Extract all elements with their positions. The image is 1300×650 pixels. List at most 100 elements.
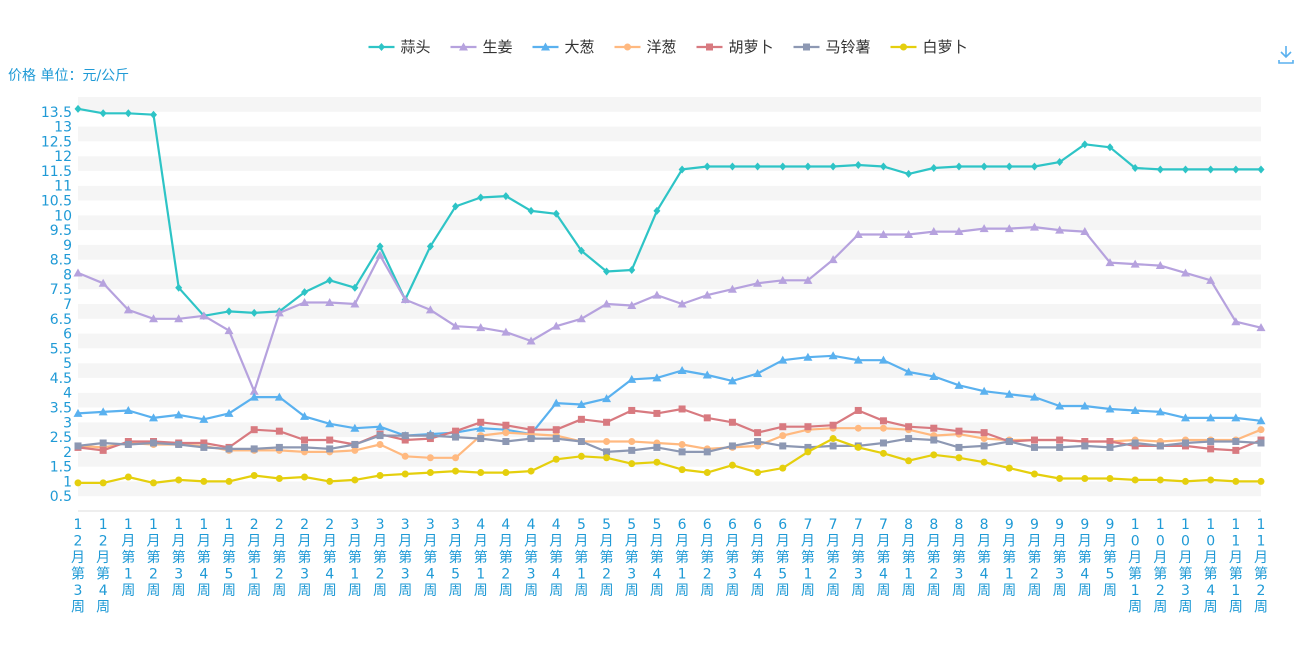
data-point[interactable] — [1029, 392, 1039, 401]
data-point[interactable] — [905, 423, 913, 431]
data-point[interactable] — [174, 410, 184, 419]
data-point[interactable] — [326, 445, 334, 453]
data-point[interactable] — [249, 386, 259, 395]
data-point[interactable] — [527, 435, 535, 443]
data-point[interactable] — [301, 288, 309, 297]
data-point[interactable] — [753, 368, 763, 377]
data-point[interactable] — [502, 421, 510, 429]
data-point[interactable] — [552, 435, 560, 443]
data-point[interactable] — [552, 426, 560, 434]
legend-item-马铃薯[interactable]: 马铃薯 — [793, 38, 871, 56]
legend-marker[interactable] — [624, 43, 631, 51]
data-point[interactable] — [426, 242, 434, 251]
data-point[interactable] — [99, 479, 107, 487]
data-point[interactable] — [1081, 438, 1089, 446]
data-point[interactable] — [904, 367, 914, 376]
data-point[interactable] — [1029, 222, 1039, 231]
data-point[interactable] — [1106, 443, 1114, 451]
data-point[interactable] — [653, 458, 661, 466]
data-point[interactable] — [99, 439, 107, 447]
data-point[interactable] — [879, 162, 887, 171]
legend-item-生姜[interactable]: 生姜 — [450, 38, 513, 56]
data-point[interactable] — [905, 457, 913, 465]
data-point[interactable] — [123, 305, 133, 314]
data-point[interactable] — [854, 443, 862, 451]
data-point[interactable] — [879, 417, 887, 425]
data-point[interactable] — [249, 392, 259, 401]
data-point[interactable] — [551, 321, 561, 330]
data-point[interactable] — [653, 409, 661, 417]
data-point[interactable] — [501, 327, 511, 336]
data-point[interactable] — [603, 438, 611, 446]
data-point[interactable] — [603, 454, 611, 462]
data-point[interactable] — [779, 162, 787, 171]
data-point[interactable] — [452, 454, 460, 462]
data-point[interactable] — [1232, 477, 1240, 485]
data-point[interactable] — [677, 299, 687, 308]
legend-item-洋葱[interactable]: 洋葱 — [614, 38, 677, 56]
data-point[interactable] — [502, 469, 510, 477]
data-point[interactable] — [477, 193, 485, 202]
data-point[interactable] — [854, 406, 862, 414]
data-point[interactable] — [1004, 389, 1014, 398]
data-point[interactable] — [853, 230, 863, 239]
data-point[interactable] — [753, 278, 763, 287]
data-point[interactable] — [401, 432, 409, 440]
data-point[interactable] — [73, 268, 83, 277]
data-point[interactable] — [905, 169, 913, 178]
data-point[interactable] — [149, 413, 159, 422]
data-point[interactable] — [1106, 474, 1114, 482]
data-point[interactable] — [703, 469, 711, 477]
data-point[interactable] — [804, 448, 812, 456]
data-point[interactable] — [250, 445, 258, 453]
data-point[interactable] — [929, 227, 939, 236]
data-point[interactable] — [628, 265, 636, 274]
data-point[interactable] — [1131, 476, 1139, 484]
data-point[interactable] — [955, 427, 963, 435]
data-point[interactable] — [1231, 413, 1241, 422]
data-point[interactable] — [653, 206, 661, 215]
data-point[interactable] — [401, 452, 409, 460]
data-point[interactable] — [878, 230, 888, 239]
data-point[interactable] — [703, 448, 711, 456]
data-point[interactable] — [652, 290, 662, 299]
data-point[interactable] — [1207, 438, 1215, 446]
data-point[interactable] — [1055, 225, 1065, 234]
data-point[interactable] — [955, 443, 963, 451]
data-point[interactable] — [1005, 162, 1013, 171]
data-point[interactable] — [476, 423, 486, 432]
data-point[interactable] — [1081, 140, 1089, 149]
data-point[interactable] — [1256, 323, 1266, 332]
data-point[interactable] — [1156, 476, 1164, 484]
data-point[interactable] — [375, 422, 385, 431]
data-point[interactable] — [225, 445, 233, 453]
data-point[interactable] — [1232, 446, 1240, 454]
data-point[interactable] — [99, 446, 107, 454]
data-point[interactable] — [274, 392, 284, 401]
data-point[interactable] — [225, 477, 233, 485]
data-point[interactable] — [275, 443, 283, 451]
data-point[interactable] — [1056, 443, 1064, 451]
data-point[interactable] — [350, 423, 360, 432]
data-point[interactable] — [274, 308, 284, 317]
data-point[interactable] — [451, 321, 461, 330]
data-point[interactable] — [250, 472, 258, 480]
data-point[interactable] — [955, 162, 963, 171]
data-point[interactable] — [351, 440, 359, 448]
data-point[interactable] — [1156, 165, 1164, 174]
data-point[interactable] — [879, 439, 887, 447]
data-point[interactable] — [301, 473, 309, 481]
data-point[interactable] — [980, 435, 988, 443]
data-point[interactable] — [980, 442, 988, 450]
data-point[interactable] — [1130, 259, 1140, 268]
data-point[interactable] — [149, 314, 159, 323]
data-point[interactable] — [854, 161, 862, 170]
data-point[interactable] — [175, 476, 183, 484]
data-point[interactable] — [426, 454, 434, 462]
data-point[interactable] — [351, 446, 359, 454]
data-point[interactable] — [1231, 317, 1241, 326]
data-point[interactable] — [452, 433, 460, 441]
legend-item-白萝卜[interactable]: 白萝卜 — [890, 38, 968, 56]
legend-item-大葱[interactable]: 大葱 — [532, 38, 595, 56]
data-point[interactable] — [703, 162, 711, 171]
